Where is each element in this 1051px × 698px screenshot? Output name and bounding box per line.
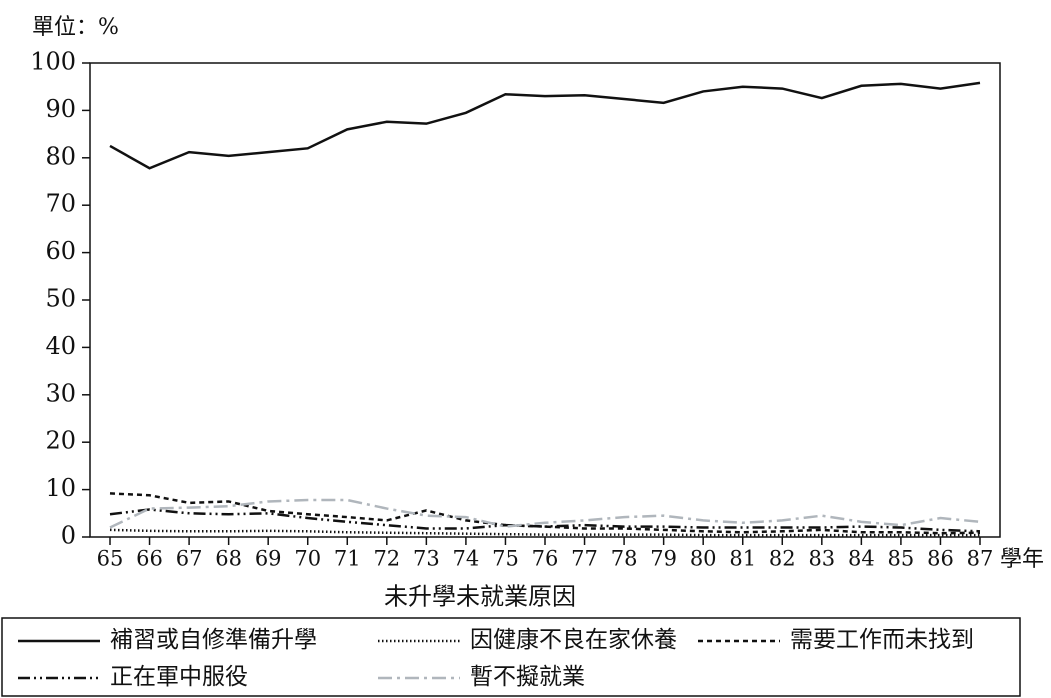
x-tick-label: 86 <box>927 547 954 571</box>
x-unit: 學年 <box>1000 547 1044 572</box>
y-unit: 單位：% <box>32 15 119 40</box>
x-tick-label: 71 <box>334 547 361 571</box>
series-line <box>109 81 981 170</box>
legend-box <box>1 617 1021 697</box>
y-tick-label: 0 <box>61 522 76 550</box>
series-line <box>109 508 981 533</box>
y-tick-label: 40 <box>45 332 76 360</box>
x-tick-label: 78 <box>611 547 638 571</box>
y-tick-label: 70 <box>45 190 76 218</box>
plot-frame <box>89 62 1001 538</box>
x-tick-label: 82 <box>769 547 796 571</box>
x-tick-label: 73 <box>413 547 440 571</box>
x-tick-label: 72 <box>373 547 400 571</box>
y-tick-label: 20 <box>45 427 76 455</box>
y-tick-label: 60 <box>45 237 76 265</box>
y-tick-label: 80 <box>45 142 76 170</box>
x-tick-label: 84 <box>848 547 875 571</box>
x-tick-label: 66 <box>136 547 163 571</box>
x-tick-label: 75 <box>492 547 519 571</box>
x-tick-label: 85 <box>888 547 915 571</box>
x-tick-label: 87 <box>967 547 994 571</box>
y-tick-label: 90 <box>45 95 76 123</box>
x-tick-label: 65 <box>97 547 124 571</box>
series-line <box>109 492 981 535</box>
x-tick-label: 67 <box>176 547 203 571</box>
y-tick-label: 50 <box>45 285 76 313</box>
y-tick-label: 30 <box>45 379 76 407</box>
legend-label: 暫不擬就業 <box>470 664 585 690</box>
y-tick-label: 10 <box>45 474 76 502</box>
legend-label: 正在軍中服役 <box>110 664 248 690</box>
y-tick-label: 100 <box>30 48 76 76</box>
x-tick-label: 83 <box>808 547 835 571</box>
x-tick-label: 68 <box>215 547 242 571</box>
x-tick-label: 81 <box>729 547 756 571</box>
x-tick-label: 77 <box>571 547 598 571</box>
x-tick-label: 74 <box>453 547 480 571</box>
series-line <box>109 498 981 529</box>
x-tick-label: 70 <box>294 547 321 571</box>
legend-label: 需要工作而未找到 <box>790 627 974 653</box>
x-tick-label: 79 <box>650 547 677 571</box>
series-line <box>109 528 980 537</box>
legend-title: 未升學未就業原因 <box>384 583 576 611</box>
legend-label: 因健康不良在家休養 <box>470 627 677 653</box>
x-tick-label: 69 <box>255 547 282 571</box>
legend-label: 補習或自修準備升學 <box>110 627 317 653</box>
x-tick-label: 76 <box>532 547 559 571</box>
x-tick-label: 80 <box>690 547 717 571</box>
